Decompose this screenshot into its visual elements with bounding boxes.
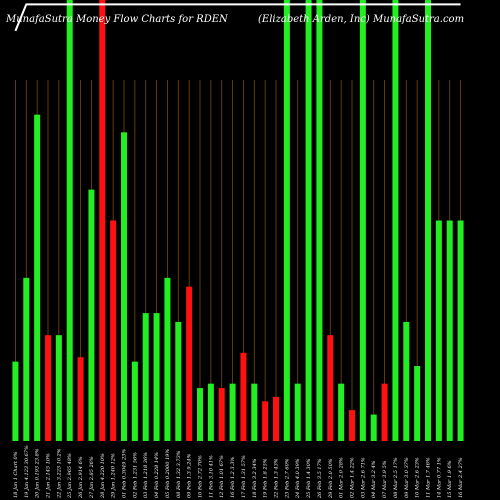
x-tick-label: 04 Feb 0.228 14% — [154, 452, 160, 498]
bar-32 — [349, 410, 355, 441]
bar-13 — [142, 313, 149, 441]
x-tick-label: 21 Jan 2.145 10% — [46, 453, 52, 499]
bar-20 — [218, 388, 225, 441]
bar-30 — [327, 335, 334, 441]
bars — [12, 0, 464, 442]
bar-9 — [99, 0, 106, 441]
x-tick-label: 20 Jan 0.193 23.8% — [35, 448, 41, 499]
bar-16 — [175, 321, 182, 441]
x-tick-label: 18 Jan 1 Chart 0% — [13, 451, 19, 498]
bar-6 — [66, 0, 73, 441]
bar-33 — [359, 0, 366, 441]
x-tick-label: 12 Feb 1.01 67% — [219, 455, 225, 498]
x-tick-label: 09 Feb 1.3 9.24% — [187, 453, 193, 498]
x-tick-label: 01 Mar 2.0 28% — [339, 457, 345, 498]
chart-title: MunafaSutra Money Flow Charts for RDEN — [5, 14, 229, 25]
x-tick-label: 17 Feb 1.31 57% — [241, 455, 247, 498]
bar-1 — [12, 361, 19, 441]
x-tick-label: 28 Jan 4.220 10% — [100, 453, 106, 499]
x-tick-label: 16 Feb 1.2 3.3% — [230, 457, 236, 498]
x-tick-label: 01 Feb 0.3049 23% — [122, 449, 128, 498]
bar-17 — [186, 286, 193, 441]
x-tick-label: 14 Mar 0.77 1% — [436, 457, 442, 498]
x-tick-label: 11 Feb 3.10 41% — [208, 455, 214, 498]
x-tick-label: 29 Jan 1.240 12% — [111, 453, 117, 499]
bar-12 — [131, 361, 138, 441]
bar-40 — [435, 220, 442, 441]
x-tick-label: 08 Feb 1.32 3.73% — [176, 450, 182, 498]
bar-39 — [425, 0, 431, 441]
x-tick-label: 18 Feb 3.2 34% — [252, 458, 258, 498]
bar-11 — [121, 132, 127, 442]
bar-28 — [305, 0, 312, 441]
x-tick-label: 10 Mar 2.6 23% — [415, 457, 421, 498]
money-flow-line — [14, 3, 461, 32]
x-tick-label: 09 Mar 3.0 37% — [404, 457, 410, 498]
bar-4 — [45, 335, 51, 441]
bar-19 — [207, 383, 214, 441]
bar-3 — [34, 114, 41, 441]
bar-15 — [164, 277, 171, 441]
bar-8 — [88, 189, 95, 441]
x-tick-label: 22 Jan 3.223 10.2% — [56, 448, 62, 499]
x-tick-label: 22 Feb 1.3 43% — [274, 458, 280, 499]
x-tick-label: 02 Feb 1.231 56% — [132, 452, 138, 498]
bar-31 — [338, 383, 345, 441]
chart-subtitle: (Elizabeth Arden, Inc) MunafaSutra.com — [258, 14, 464, 25]
bar-23 — [251, 383, 258, 441]
x-tick-label: 19 Feb 1.8 25% — [263, 458, 269, 498]
bar-14 — [153, 313, 160, 441]
bar-22 — [240, 352, 247, 441]
bar-10 — [110, 220, 117, 441]
x-tick-label: 11 Mar 1.7 46% — [426, 457, 432, 498]
bar-37 — [403, 321, 410, 441]
x-tick-label: 02 Mar 1.4 22% — [350, 457, 356, 498]
x-tick-label: 07 Mar 3.9 5% — [382, 460, 388, 498]
x-axis-labels: 18 Jan 1 Chart 0% 19 Jan 4.123 30.67% 20 J… — [13, 445, 464, 499]
bar-42 — [457, 220, 464, 441]
bar-26 — [283, 0, 290, 441]
x-tick-label: 08 Mar 2.5 17% — [393, 457, 399, 498]
x-tick-label: 03 Feb 1.218 36% — [143, 452, 149, 498]
bar-35 — [381, 383, 388, 441]
x-tick-label: 23 Feb 2.7 60% — [284, 458, 290, 499]
x-tick-label: 24 Feb 4.0 39% — [295, 458, 301, 499]
bar-41 — [446, 220, 453, 441]
x-tick-label: 26 Feb 3.5 17% — [317, 458, 323, 499]
bar-27 — [294, 383, 301, 441]
x-tick-label: 26 Jan 2.914 6% — [78, 456, 84, 499]
x-tick-label: 16 Mar 2.4 27% — [458, 457, 464, 498]
bar-2 — [23, 277, 30, 441]
bar-24 — [262, 401, 269, 441]
x-tick-label: 27 Jan 2.85 26% — [89, 456, 95, 499]
x-tick-label: 04 Mar 3.2 4% — [371, 460, 377, 498]
bar-5 — [55, 335, 62, 441]
x-tick-label: 03 Mar 2.6 71% — [360, 457, 366, 498]
x-tick-label: 05 Feb 0.2000 19% — [165, 449, 171, 498]
x-tick-label: 25 Jan 2.965 48% — [67, 453, 73, 499]
bar-25 — [273, 396, 279, 441]
bar-7 — [77, 357, 84, 441]
x-tick-label: 10 Feb 2.72 70% — [198, 455, 204, 498]
bar-38 — [414, 366, 421, 441]
x-tick-label: 19 Jan 4.123 30.67% — [24, 445, 30, 498]
bar-36 — [392, 0, 399, 441]
x-tick-label: 29 Feb 2.0 50% — [328, 458, 334, 499]
bar-29 — [316, 0, 323, 441]
bar-18 — [197, 388, 203, 441]
x-tick-label: 25 Feb 1.4 30% — [306, 458, 312, 499]
bar-21 — [229, 383, 236, 441]
bar-34 — [370, 414, 377, 441]
x-tick-label: 15 Mar 1.9 6% — [447, 460, 453, 498]
